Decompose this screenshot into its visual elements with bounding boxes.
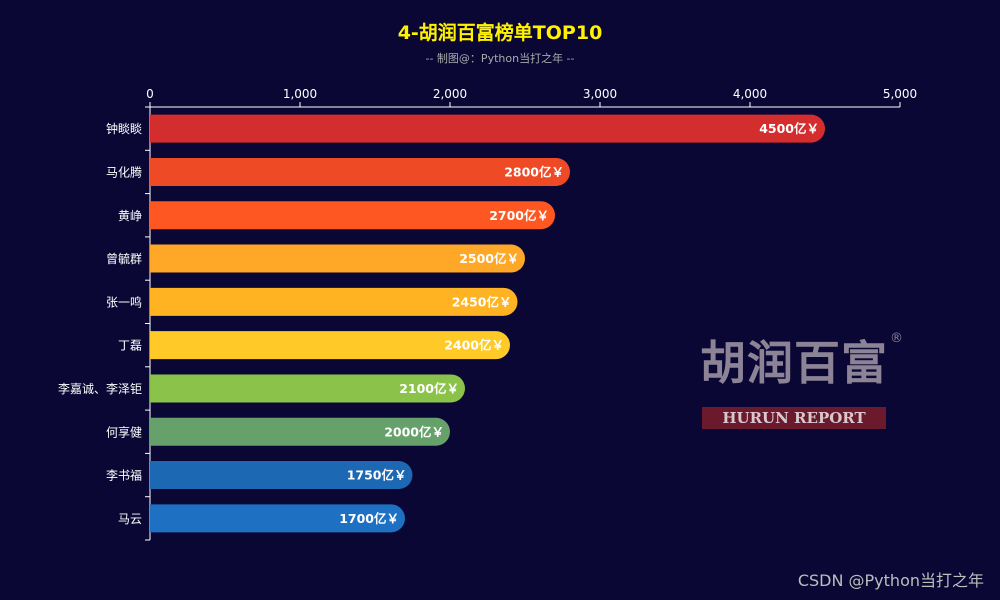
bar (150, 331, 511, 360)
bar-value-label: 2100亿￥ (399, 381, 459, 396)
y-tick-label: 马化腾 (106, 164, 142, 179)
registered-mark: ® (890, 331, 903, 346)
x-tick-label: 2,000 (433, 87, 467, 101)
bar-value-label: 4500亿￥ (759, 121, 819, 136)
chart-title: 4-胡润百富榜单TOP10 (397, 22, 603, 44)
bar (150, 201, 555, 230)
x-tick-label: 5,000 (883, 87, 917, 101)
x-tick-label: 3,000 (583, 87, 617, 101)
y-tick-label: 李嘉诚、李泽钜 (58, 381, 142, 396)
chart-subtitle: -- 制图@：Python当打之年 -- (425, 52, 575, 65)
hurun-logo-cn: 胡润百富 (700, 336, 888, 390)
bar-value-label: 2000亿￥ (384, 424, 444, 439)
y-tick-label: 曾毓群 (106, 251, 142, 266)
y-tick-label: 钟睒睒 (106, 121, 142, 136)
bar-value-label: 1700亿￥ (339, 511, 399, 526)
bar-value-label: 2450亿￥ (452, 294, 512, 309)
hurun-logo-en: HURUN REPORT (722, 409, 866, 427)
bar-value-label: 2400亿￥ (444, 338, 504, 353)
y-tick-label: 李书福 (106, 468, 142, 483)
bar (150, 504, 406, 533)
y-tick-label: 何享健 (106, 424, 142, 439)
watermark: CSDN @Python当打之年 (797, 571, 984, 590)
bar-value-label: 2500亿￥ (459, 251, 519, 266)
bar-value-label: 1750亿￥ (347, 468, 407, 483)
bar (150, 157, 570, 186)
y-tick-label: 丁磊 (118, 339, 142, 353)
bar-value-label: 2700亿￥ (489, 208, 549, 223)
y-tick-label: 黄峥 (118, 209, 142, 223)
bar (150, 287, 518, 316)
y-tick-label: 张一鸣 (106, 294, 142, 309)
bar (150, 417, 451, 446)
x-tick-label: 0 (146, 87, 154, 101)
y-tick-label: 马云 (118, 512, 142, 526)
hurun-logo: 胡润百富 ® HURUN REPORT (700, 331, 903, 433)
bar (150, 374, 465, 403)
x-tick-label: 1,000 (283, 87, 317, 101)
bar (150, 114, 825, 143)
bar (150, 244, 525, 273)
hurun-logo-band (702, 407, 886, 429)
x-tick-label: 4,000 (733, 87, 767, 101)
bar-value-label: 2800亿￥ (504, 164, 564, 179)
bar (150, 461, 413, 490)
